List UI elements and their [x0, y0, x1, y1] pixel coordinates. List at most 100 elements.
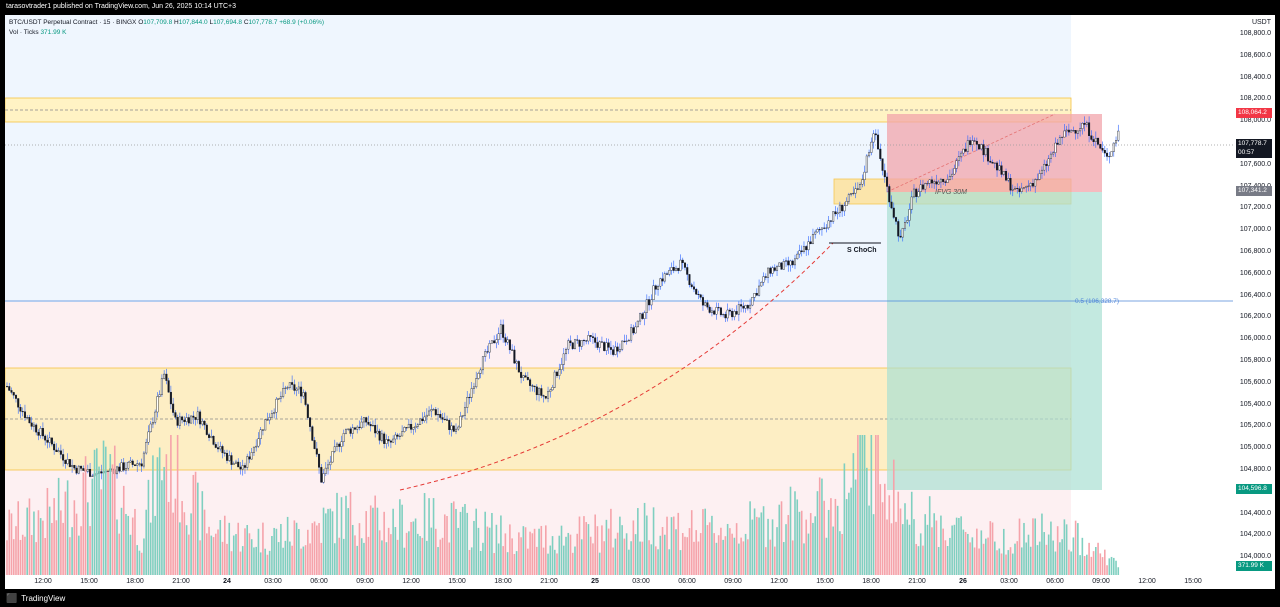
volume-bar [484, 511, 486, 575]
candle-body [641, 313, 644, 319]
candle-body [248, 456, 251, 460]
candle-body [868, 152, 871, 157]
volume-bar [1032, 518, 1034, 575]
volume-bar [1005, 554, 1007, 575]
candle-body [600, 341, 603, 343]
candle-body [192, 415, 195, 418]
candle-body [172, 403, 175, 413]
volume-bar [863, 435, 866, 575]
volume-bar [973, 547, 976, 575]
volume-bar [735, 523, 738, 575]
candle-body [10, 390, 13, 393]
volume-bar [488, 527, 491, 575]
candle-body [726, 309, 729, 319]
candle-body [89, 469, 92, 477]
candle-body [1043, 163, 1046, 171]
candle-body [953, 168, 956, 175]
candle-body [805, 246, 808, 251]
volume-bar [583, 516, 585, 575]
volume-bar [450, 502, 453, 575]
volume-bar [946, 546, 949, 575]
volume-bar [266, 554, 269, 575]
volume-bar [1052, 540, 1054, 575]
candle-body [432, 409, 435, 411]
candle-body [369, 424, 372, 427]
volume-bar [567, 532, 570, 575]
candle-body [758, 285, 761, 296]
volume-value: 371.99 K [40, 29, 67, 36]
volume-bar [387, 527, 390, 575]
candle-body [443, 419, 446, 421]
candle-body [978, 144, 981, 150]
volume-bar [1112, 557, 1115, 575]
candle-body [807, 241, 810, 251]
candle-body [719, 307, 722, 316]
time-axis[interactable]: 12:00 15:00 18:00 21:00 24 03:00 06:00 09:00 12:… [5, 575, 1233, 589]
candle-body [787, 260, 790, 266]
candle-body [966, 140, 969, 152]
candle-body [973, 140, 976, 142]
price-tick: 106,400.0 [1239, 291, 1271, 299]
candle-body [663, 273, 666, 282]
candle-body [26, 417, 29, 419]
volume-bar [1115, 560, 1117, 575]
candle-body [479, 369, 482, 374]
candle-body [935, 181, 938, 185]
price-tick: 104,400.0 [1239, 509, 1271, 517]
candle-body [733, 311, 736, 318]
chart-pane[interactable]: 0.5 (106,328.7) S ChoCh IFVG 30M BTC/USD… [5, 15, 1233, 575]
candle-body [250, 452, 253, 460]
candle-body [621, 340, 624, 350]
price-tick: 108,000.0 [1239, 117, 1271, 125]
candle-body [376, 430, 379, 434]
candle-body [526, 376, 529, 380]
candle-body [1112, 142, 1115, 152]
candle-body [874, 133, 877, 136]
volume-bar [185, 525, 188, 575]
candle-body [362, 417, 365, 423]
candle-body [811, 233, 814, 245]
volume-bar [1016, 541, 1019, 575]
candle-body [892, 207, 895, 218]
volume-bar [720, 527, 722, 575]
candle-body [470, 388, 473, 398]
candle-body [675, 267, 678, 271]
candle-body [145, 442, 148, 454]
candle-body [630, 327, 633, 341]
volume-bar [708, 522, 711, 575]
candle-body [378, 430, 381, 441]
volume-bar [511, 538, 513, 575]
chart-canvas[interactable]: 0.5 (106,328.7) S ChoCh IFVG 30M [5, 15, 1233, 575]
volume-bar [773, 546, 776, 575]
candle-body [163, 373, 166, 379]
candle-body [327, 464, 330, 469]
position-target-area[interactable] [887, 192, 1102, 490]
volume-bar [174, 498, 177, 575]
volume-bar [1025, 542, 1028, 575]
volume-bar [176, 435, 179, 575]
candle-body [715, 307, 718, 315]
candle-body [627, 339, 630, 342]
volume-bar [625, 533, 628, 575]
candle-body [910, 196, 913, 210]
volume-bar [1054, 551, 1057, 575]
tradingview-logo[interactable]: ⬛ TradingView [6, 593, 65, 604]
volume-bar [612, 547, 614, 575]
candle-body [486, 351, 489, 353]
volume-bar [140, 552, 143, 575]
candle-body [697, 293, 700, 295]
time-tick: 06:00 [310, 578, 328, 585]
candle-body [329, 461, 332, 466]
candle-body [266, 419, 269, 421]
candle-body [185, 417, 188, 422]
volume-bar [57, 477, 60, 575]
candle-body [282, 388, 285, 397]
volume-bar [697, 541, 700, 575]
volume-bar [466, 512, 469, 575]
volume-bar [1081, 537, 1084, 575]
candle-body [632, 327, 635, 334]
price-tick: 108,800.0 [1239, 30, 1271, 37]
price-tick: 104,000.0 [1239, 553, 1271, 561]
candle-body [311, 426, 314, 441]
position-stop-area[interactable] [887, 114, 1102, 192]
